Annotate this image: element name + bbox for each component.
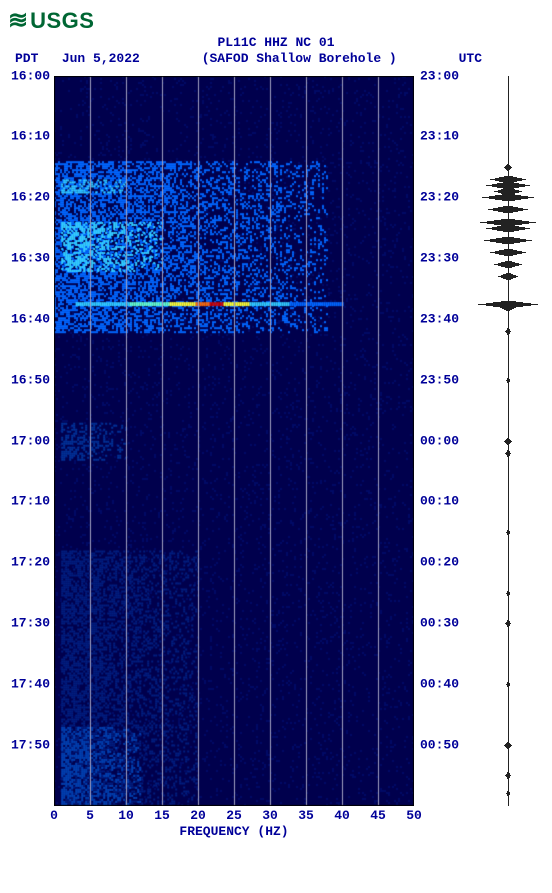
waveform-spike — [503, 212, 513, 213]
waveform-spike — [508, 383, 509, 384]
y-tick-right: 23:50 — [420, 372, 459, 387]
waveform-spike — [508, 796, 509, 797]
x-tick: 20 — [190, 808, 206, 823]
y-tick-right: 00:20 — [420, 555, 459, 570]
waveform-spike — [508, 535, 509, 536]
waveform-spike — [506, 310, 510, 311]
chart-title: PL11C HHZ NC 01 — [0, 35, 552, 51]
date-label: Jun 5,2022 — [62, 51, 140, 66]
y-tick-left: 17:50 — [11, 737, 50, 752]
logo-text: USGS — [30, 8, 94, 34]
x-tick: 5 — [86, 808, 94, 823]
x-tick: 10 — [118, 808, 134, 823]
waveform-spike — [508, 596, 509, 597]
x-tick: 15 — [154, 808, 170, 823]
y-tick-right: 23:40 — [420, 311, 459, 326]
y-tick-right: 23:10 — [420, 129, 459, 144]
x-tick: 50 — [406, 808, 422, 823]
waveform-spike — [502, 200, 515, 201]
y-axis-right: 23:0023:1023:2023:3023:4023:5000:0000:10… — [418, 76, 468, 806]
y-tick-right: 00:00 — [420, 433, 459, 448]
y-tick-right: 00:50 — [420, 737, 459, 752]
waveform-spike — [508, 687, 509, 688]
waveform-spike — [507, 334, 509, 335]
y-tick-right: 23:30 — [420, 251, 459, 266]
waveform-panel — [478, 76, 538, 806]
waveform-spike — [507, 456, 509, 457]
y-tick-left: 17:10 — [11, 494, 50, 509]
y-tick-left: 17:20 — [11, 555, 50, 570]
waveform-spike — [507, 778, 509, 779]
x-tick: 45 — [370, 808, 386, 823]
y-tick-right: 23:20 — [420, 190, 459, 205]
y-tick-left: 16:40 — [11, 311, 50, 326]
y-tick-left: 17:40 — [11, 676, 50, 691]
station-label: (SAFOD Shallow Borehole ) — [202, 51, 397, 66]
waveform-spike — [507, 444, 509, 445]
y-tick-left: 16:00 — [11, 68, 50, 83]
spectrogram — [54, 76, 414, 806]
waveform-spike — [503, 231, 514, 232]
left-tz-label: PDT — [15, 51, 38, 66]
right-tz-label: UTC — [459, 51, 482, 66]
y-tick-left: 16:30 — [11, 251, 50, 266]
y-tick-right: 00:30 — [420, 616, 459, 631]
waveform-spike — [507, 170, 509, 171]
x-tick: 25 — [226, 808, 242, 823]
usgs-logo: ≋ USGS — [0, 0, 552, 35]
waveform-spike — [502, 243, 514, 244]
chart-area: 16:0016:1016:2016:3016:4016:5017:0017:10… — [0, 76, 552, 856]
y-tick-right: 00:10 — [420, 494, 459, 509]
x-tick: 30 — [262, 808, 278, 823]
y-tick-left: 17:00 — [11, 433, 50, 448]
chart-subtitle: PDT Jun 5,2022 (SAFOD Shallow Borehole )… — [0, 51, 552, 66]
waveform-spike — [505, 267, 512, 268]
waveform-spike — [507, 626, 509, 627]
y-tick-left: 16:20 — [11, 190, 50, 205]
waveform-spike — [506, 279, 511, 280]
x-tick: 0 — [50, 808, 58, 823]
waveform-spike — [504, 255, 513, 256]
y-axis-left: 16:0016:1016:2016:3016:4016:5017:0017:10… — [0, 76, 52, 806]
waveform-spike — [507, 748, 509, 749]
logo-wave-icon: ≋ — [8, 6, 28, 35]
y-tick-right: 00:40 — [420, 676, 459, 691]
y-tick-left: 16:10 — [11, 129, 50, 144]
x-axis-label: FREQUENCY (HZ) — [54, 824, 414, 839]
y-tick-left: 16:50 — [11, 372, 50, 387]
x-tick: 40 — [334, 808, 350, 823]
y-tick-right: 23:00 — [420, 68, 459, 83]
x-tick: 35 — [298, 808, 314, 823]
y-tick-left: 17:30 — [11, 616, 50, 631]
